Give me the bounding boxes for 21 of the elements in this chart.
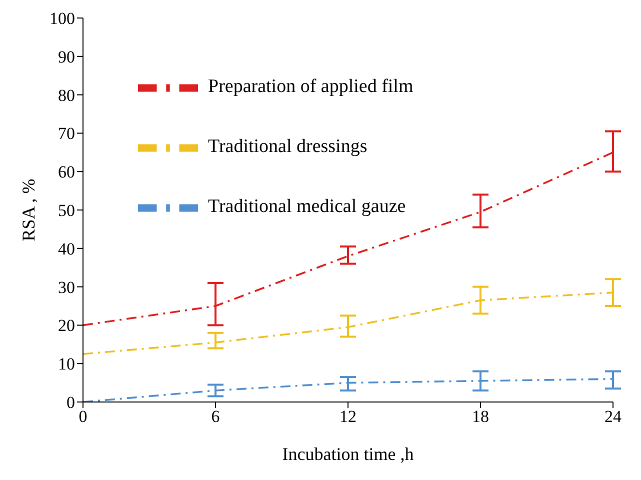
legend-label: Traditional medical gauze (208, 196, 406, 218)
x-tick-label: 6 (211, 407, 220, 426)
legend-label: Preparation of applied film (208, 76, 414, 98)
y-tick-label: 20 (58, 316, 75, 336)
y-tick-label: 30 (58, 278, 75, 297)
y-tick-label: 50 (58, 201, 75, 220)
x-tick-label: 18 (472, 407, 489, 426)
x-tick-label: 24 (604, 407, 622, 426)
y-axis-title: RSA , % (18, 178, 38, 242)
x-tick-label: 0 (78, 407, 88, 426)
x-axis-title: Incubation time ,h (282, 444, 414, 464)
y-tick-label: 80 (58, 86, 75, 105)
y-tick-label: 70 (58, 124, 75, 144)
y-tick-label: 40 (58, 239, 75, 258)
y-tick-label: 60 (58, 162, 75, 182)
y-tick-label: 90 (58, 47, 75, 66)
y-tick-label: 0 (66, 393, 75, 412)
y-tick-label: 100 (50, 9, 75, 28)
x-tick-label: 12 (340, 407, 356, 426)
legend-label: Traditional dressings (208, 136, 368, 158)
y-tick-label: 10 (58, 354, 75, 374)
